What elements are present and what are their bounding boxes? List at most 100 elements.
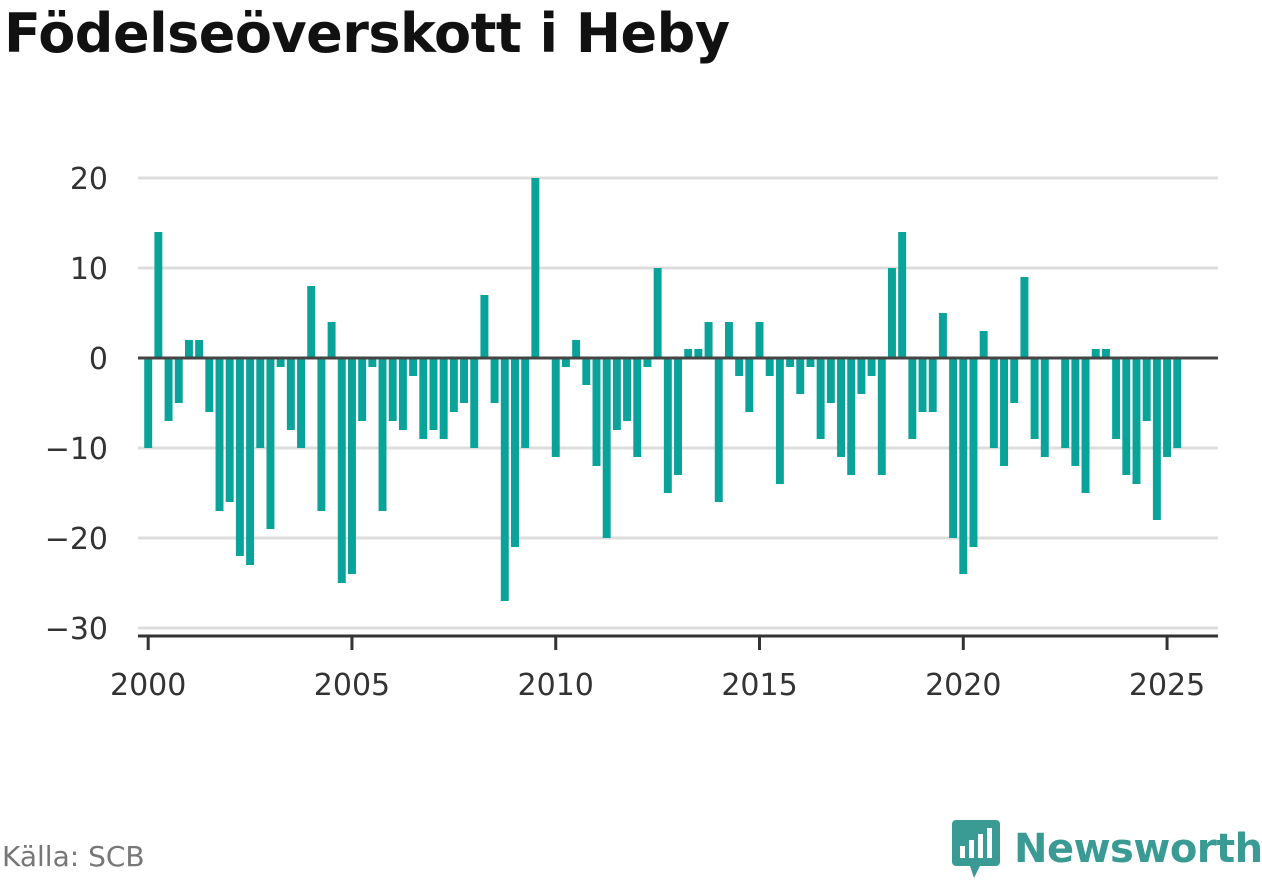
bar: [694, 349, 703, 358]
bar: [235, 358, 244, 556]
bar: [969, 358, 978, 547]
bar: [653, 268, 662, 358]
bar: [1071, 358, 1080, 466]
bar: [388, 358, 397, 421]
bar: [286, 358, 295, 430]
bar: [1112, 358, 1121, 439]
bar: [490, 358, 499, 403]
bar: [745, 358, 754, 412]
bar: [531, 178, 540, 358]
bar: [378, 358, 387, 511]
bar: [704, 322, 713, 358]
bar: [898, 232, 907, 358]
bar: [419, 358, 428, 439]
bar: [215, 358, 224, 511]
bar: [409, 358, 418, 376]
bar: [480, 295, 489, 358]
bar: [1061, 358, 1070, 448]
bar: [1152, 358, 1161, 520]
bar: [1030, 358, 1039, 439]
bar: [511, 358, 519, 547]
bar: [1081, 358, 1090, 493]
bar: [582, 358, 591, 385]
bar: [887, 268, 896, 358]
bar: [714, 358, 723, 502]
bar: [918, 358, 927, 412]
bar: [643, 358, 652, 367]
brand-logo[interactable]: Newsworthy: [950, 818, 1262, 880]
bar: [276, 358, 285, 367]
bar: [561, 358, 570, 367]
bar: [1040, 358, 1049, 457]
x-tick-label: 2020: [925, 668, 1001, 703]
bar: [500, 358, 509, 601]
bar: [1010, 358, 1019, 403]
bar: [1122, 358, 1131, 475]
bar: [847, 358, 856, 475]
bar: [786, 358, 795, 367]
brand-name: Newsworthy: [1014, 826, 1262, 872]
bar: [1142, 358, 1151, 421]
bar: [806, 358, 815, 367]
bar: [307, 286, 316, 358]
bar: [612, 358, 621, 430]
bar: [908, 358, 917, 439]
bar: [1101, 349, 1110, 358]
y-tick-label: 0: [89, 342, 108, 377]
bar: [592, 358, 601, 466]
x-tick-label: 2005: [314, 668, 390, 703]
x-tick-label: 2025: [1129, 668, 1205, 703]
bar: [184, 340, 193, 358]
bar: [439, 358, 448, 439]
bar: [877, 358, 886, 475]
bar: [429, 358, 438, 430]
bar: [928, 358, 937, 412]
bar: [979, 331, 988, 358]
bar: [297, 358, 305, 448]
bar: [358, 358, 367, 421]
bar: [938, 313, 947, 358]
bar: [775, 358, 784, 484]
x-axis: 2000 2005 2010 2015 2020 2025: [110, 634, 1218, 703]
bar: [959, 358, 968, 574]
y-tick-label: 20: [70, 162, 108, 197]
y-tick-label: 10: [70, 252, 108, 287]
bar: [1163, 358, 1172, 457]
bar: [521, 358, 530, 448]
bar: [551, 358, 560, 457]
bar: [225, 358, 234, 502]
bar: [460, 358, 469, 403]
bar: [623, 358, 632, 421]
bar: [266, 358, 275, 529]
bar: [826, 358, 835, 403]
bar: [572, 340, 581, 358]
bar: [765, 358, 774, 376]
bar: [1132, 358, 1141, 484]
y-tick-label: −20: [45, 522, 108, 557]
bar: [1173, 358, 1182, 448]
bar: [684, 349, 693, 358]
bar: [735, 358, 744, 376]
chart-title: Födelseöverskott i Heby: [4, 2, 730, 65]
bar: [449, 358, 458, 412]
bar: [867, 358, 876, 376]
bar: [602, 358, 611, 538]
bar: [837, 358, 845, 457]
bar: [195, 340, 204, 358]
bar: [368, 358, 377, 367]
x-tick-label: 2010: [518, 668, 594, 703]
bar: [663, 358, 672, 493]
bar: [674, 358, 682, 475]
bar: [1020, 277, 1029, 358]
bar: [205, 358, 214, 412]
bar: [144, 358, 153, 448]
source-note: Källa: SCB: [2, 840, 145, 873]
bar: [816, 358, 825, 439]
bar: [1091, 349, 1100, 358]
bar: [1000, 358, 1009, 466]
bar: [337, 358, 346, 583]
bar: [949, 358, 958, 538]
bar: [256, 358, 265, 448]
bar: [989, 358, 998, 448]
